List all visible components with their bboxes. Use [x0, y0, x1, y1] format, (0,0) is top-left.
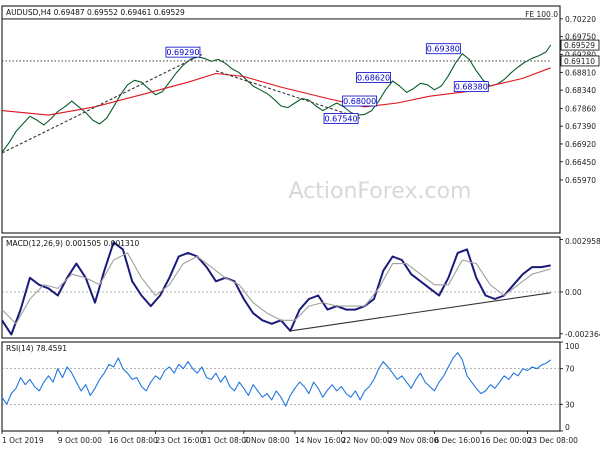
price-y-tick-label: 0.66450 — [565, 158, 596, 167]
rsi-y-tick-label: 70 — [565, 365, 575, 374]
price-annotation-label: 0.68620 — [357, 74, 390, 83]
price-series-line-0 — [1, 44, 552, 153]
x-tick-label: 22 Nov 00:00 — [341, 436, 392, 445]
price-annotation: 0.67540 — [323, 113, 359, 124]
macd-panel-frame — [1, 236, 561, 339]
price-y-tick-label: 0.65970 — [565, 176, 596, 185]
price-annotation-label: 0.68380 — [455, 83, 488, 92]
price-y-tick-label: 0.67390 — [565, 122, 596, 131]
x-tick-label: 14 Nov 16:00 — [295, 436, 346, 445]
price-annotation-box — [453, 81, 489, 93]
x-tick-label: 9 Oct 00:00 — [58, 436, 102, 445]
price-annotation: 0.68380 — [453, 81, 489, 93]
rsi-panel-frame — [1, 341, 561, 432]
x-tick-label: 7 Nov 08:00 — [244, 436, 290, 445]
price-annotation: 0.69380 — [425, 43, 461, 55]
price-annotation-box — [425, 43, 461, 55]
x-tick-label: 1 Oct 2019 — [2, 436, 44, 445]
price-y-tick-label: 0.68340 — [565, 86, 596, 95]
price-annotation-box — [356, 72, 392, 83]
price-y-tick-label: 0.66920 — [565, 140, 596, 149]
price-annotation-label: 0.68000 — [343, 97, 376, 106]
macd-y-tick-label: 0.00 — [565, 288, 582, 297]
price-series-line-2 — [1, 54, 203, 154]
price-annotation-box — [323, 113, 359, 124]
price-annotation-label: 0.67540 — [325, 114, 358, 123]
x-tick-label: 23 Oct 16:00 — [155, 436, 204, 445]
x-tick-label: 16 Oct 08:00 — [109, 436, 158, 445]
price-y-tick-label: 0.68810 — [565, 68, 596, 77]
macd-series-line-1 — [1, 252, 551, 325]
price-annotation-label: 0.69380 — [427, 45, 460, 54]
rsi-y-tick-label: 30 — [565, 400, 575, 409]
price-annotation-box — [342, 95, 378, 107]
price-y-tick-label: 0.67860 — [565, 104, 596, 113]
x-tick-label: 29 Nov 08:00 — [388, 436, 439, 445]
price-annotation: 0.69290 — [165, 46, 201, 58]
price-y-tick-label: 0.69750 — [565, 33, 596, 42]
x-tick-label: 6 Dec 16:00 — [434, 436, 480, 445]
price-annotation-box — [165, 46, 201, 58]
price-annotation: 0.68620 — [356, 72, 392, 83]
x-tick-label: 31 Oct 08:00 — [202, 436, 251, 445]
macd-indicator-title: MACD(12,26,9) 0.001505 0.001310 — [6, 239, 140, 248]
rsi-indicator-title: RSI(14) 78.4591 — [6, 344, 67, 353]
macd-series-line-0 — [1, 241, 551, 336]
rsi-y-tick-label: 100 — [565, 342, 580, 351]
x-tick-label: 23 Dec 08:00 — [527, 436, 578, 445]
watermark: ActionForex.com — [289, 179, 472, 204]
price-y-tick-label: 0.69280 — [565, 51, 596, 60]
price-annotation: 0.68000 — [342, 95, 378, 107]
price-y-tick-label: 0.70220 — [565, 15, 596, 24]
macd-y-tick-label: 0.002958 — [565, 237, 600, 246]
current-price-box — [560, 55, 600, 67]
macd-y-tick-label: -0.002364 — [565, 330, 600, 339]
x-tick-label: 16 Dec 00:00 — [481, 436, 532, 445]
price-series-line-3 — [215, 70, 361, 119]
fe-label: FE 100.0 — [525, 10, 558, 19]
current-price-box — [560, 39, 600, 51]
current-price-label: 0.69529 — [564, 41, 595, 50]
price-annotation-label: 0.69290 — [166, 48, 199, 57]
macd-series-line-2 — [290, 292, 551, 332]
price-panel-frame — [1, 5, 561, 234]
rsi-series-line-0 — [1, 352, 552, 407]
rsi-y-tick-label: 0 — [565, 423, 570, 432]
current-price-label: 0.69110 — [564, 57, 595, 66]
price-indicator-title: AUDUSD,H4 0.69487 0.69552 0.69461 0.6952… — [6, 8, 185, 17]
